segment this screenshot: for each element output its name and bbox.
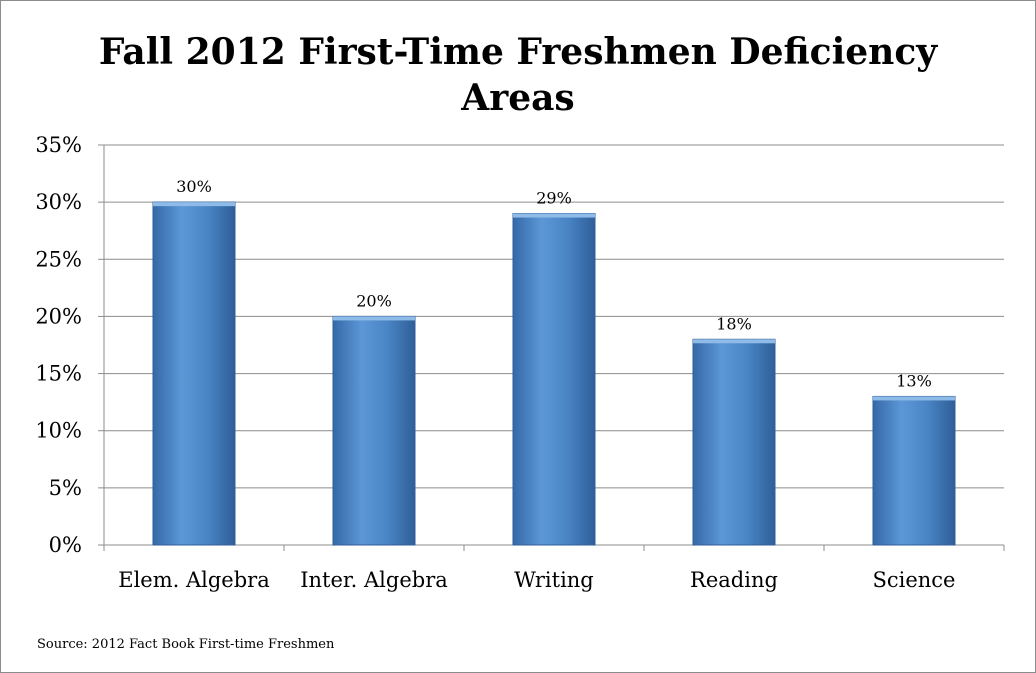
bar: [872, 395, 956, 546]
bar-highlight: [153, 202, 235, 207]
bar: [512, 213, 596, 546]
x-tick-label: Elem. Algebra: [118, 568, 270, 592]
data-label: 13%: [896, 371, 932, 390]
bar-highlight: [693, 339, 775, 344]
bar: [152, 201, 236, 546]
y-tick-label: 20%: [35, 304, 82, 328]
data-label: 29%: [536, 189, 572, 208]
y-tick-label: 15%: [35, 362, 82, 386]
bar-highlight: [333, 316, 415, 321]
bar: [332, 315, 416, 546]
x-tick-label: Science: [872, 568, 955, 592]
x-tick-label: Writing: [514, 568, 594, 592]
source-note: Source: 2012 Fact Book First-time Freshm…: [37, 637, 335, 652]
data-label: 18%: [716, 314, 752, 333]
data-label: 30%: [176, 177, 212, 196]
bar-highlight: [873, 396, 955, 401]
y-tick-label: 35%: [35, 133, 82, 157]
chart-title-line-1: Fall 2012 First-Time Freshmen Deficiency: [98, 31, 938, 73]
y-tick-label: 0%: [49, 533, 82, 557]
y-tick-label: 30%: [35, 190, 82, 214]
bar: [692, 338, 776, 546]
y-tick-label: 25%: [35, 247, 82, 271]
chart-title-line-2: Areas: [461, 77, 575, 119]
y-tick-label: 10%: [35, 419, 82, 443]
data-label: 20%: [356, 291, 392, 310]
bar-highlight: [513, 213, 595, 218]
y-tick-label: 5%: [49, 476, 82, 500]
x-tick-label: Reading: [690, 568, 778, 592]
x-tick-label: Inter. Algebra: [300, 568, 448, 592]
